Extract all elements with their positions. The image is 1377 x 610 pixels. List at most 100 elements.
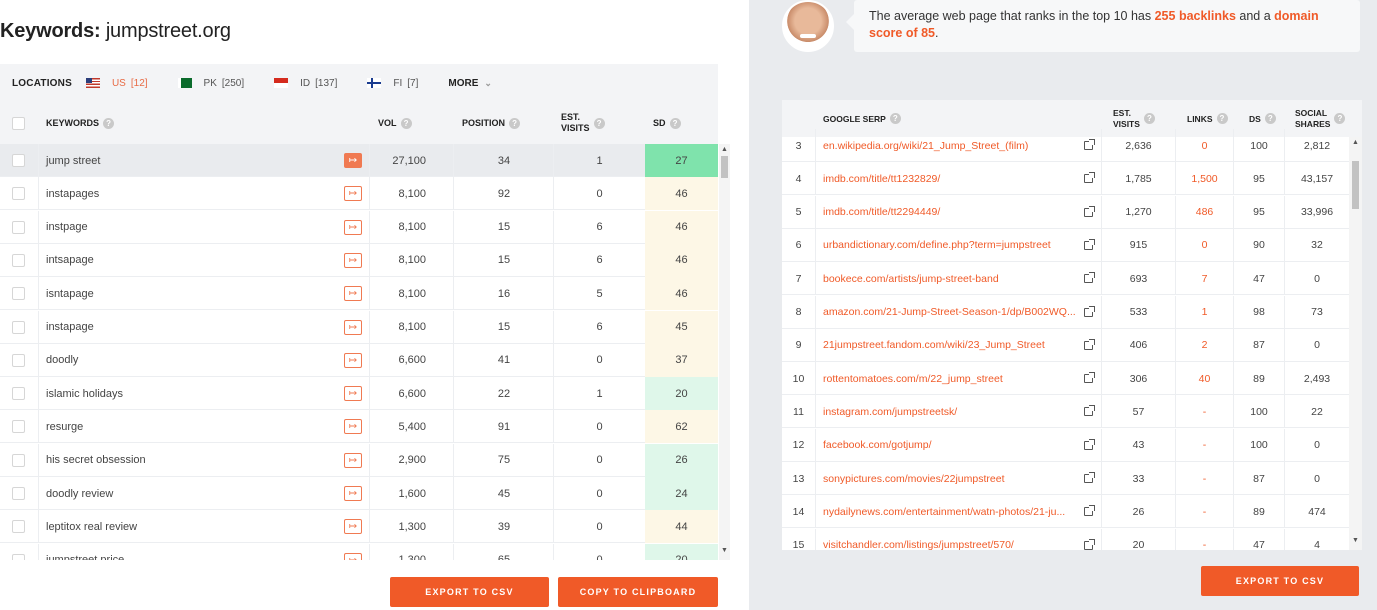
serp-visits-column-header[interactable]: EST. VISITS?: [1113, 100, 1155, 137]
serp-url-link[interactable]: visitchandler.com/listings/jumpstreet/57…: [823, 539, 1014, 550]
open-external-button[interactable]: [1084, 529, 1095, 550]
open-keyword-button[interactable]: ↦: [344, 311, 362, 344]
row-checkbox[interactable]: [12, 211, 25, 244]
scrollbar-thumb[interactable]: [721, 156, 728, 178]
open-external-button[interactable]: [1084, 129, 1095, 162]
links-column-header[interactable]: LINKS?: [1187, 100, 1228, 137]
serp-url-link[interactable]: imdb.com/title/tt1232829/: [823, 172, 941, 185]
row-checkbox[interactable]: [12, 477, 25, 510]
sd-column-header[interactable]: SD?: [653, 102, 681, 144]
row-checkbox[interactable]: [12, 244, 25, 277]
open-external-button[interactable]: [1084, 196, 1095, 229]
open-external-button[interactable]: [1084, 262, 1095, 295]
export-csv-button[interactable]: EXPORT TO CSV: [390, 577, 549, 607]
serp-url-link[interactable]: bookece.com/artists/jump-street-band: [823, 272, 999, 285]
table-row[interactable]: islamic holidays ↦ 6,600 22 1 20: [0, 377, 718, 411]
serp-links-value[interactable]: 7: [1201, 272, 1208, 285]
select-all-checkbox[interactable]: [12, 102, 25, 144]
location-fi[interactable]: FI [7]: [367, 78, 418, 89]
help-icon[interactable]: ?: [889, 113, 901, 124]
help-icon[interactable]: ?: [1264, 113, 1276, 124]
open-keyword-button[interactable]: ↦: [344, 444, 362, 477]
serp-url-link[interactable]: sonypictures.com/movies/22jumpstreet: [823, 472, 1005, 485]
scroll-down-icon[interactable]: ▼: [1352, 537, 1359, 544]
est-visits-column-header[interactable]: EST. VISITS?: [561, 102, 605, 144]
table-row[interactable]: his secret obsession ↦ 2,900 75 0 26: [0, 443, 718, 477]
table-row[interactable]: instapages ↦ 8,100 92 0 46: [0, 177, 718, 211]
location-id[interactable]: ID [137]: [274, 78, 337, 89]
ds-column-header[interactable]: DS?: [1249, 100, 1276, 137]
location-pk[interactable]: PK [250]: [177, 78, 244, 89]
export-csv-button-serp[interactable]: EXPORT TO CSV: [1201, 566, 1359, 596]
serp-url-link[interactable]: amazon.com/21-Jump-Street-Season-1/dp/B0…: [823, 306, 1076, 318]
serp-column-header[interactable]: GOOGLE SERP?: [823, 100, 901, 137]
serp-links-value[interactable]: 486: [1195, 206, 1214, 219]
social-shares-column-header[interactable]: SOCIAL SHARES?: [1295, 100, 1346, 137]
table-row[interactable]: doodly review ↦ 1,600 45 0 24: [0, 477, 718, 510]
table-row[interactable]: isntapage ↦ 8,100 16 5 46: [0, 277, 718, 311]
table-row[interactable]: jumpstreet price ↦ 1,300 65020: [0, 543, 718, 560]
table-row[interactable]: instapage ↦ 8,100 15 6 45: [0, 310, 718, 344]
row-checkbox[interactable]: [12, 177, 25, 210]
table-row[interactable]: doodly ↦ 6,600 41 0 37: [0, 343, 718, 377]
row-checkbox[interactable]: [12, 444, 25, 477]
row-checkbox[interactable]: [12, 544, 25, 560]
table-row[interactable]: instpage ↦ 8,100 15 6 46: [0, 210, 718, 244]
help-icon[interactable]: ?: [1216, 113, 1228, 124]
open-external-button[interactable]: [1084, 495, 1095, 528]
serp-links-value[interactable]: 1: [1201, 306, 1208, 318]
open-keyword-button[interactable]: ↦: [344, 244, 362, 277]
scroll-up-icon[interactable]: ▲: [1352, 139, 1359, 146]
help-icon[interactable]: ?: [1334, 113, 1346, 124]
row-checkbox[interactable]: [12, 277, 25, 310]
open-external-button[interactable]: [1084, 229, 1095, 262]
scrollbar-thumb[interactable]: [1352, 161, 1359, 209]
open-external-button[interactable]: [1084, 329, 1095, 362]
row-checkbox[interactable]: [12, 344, 25, 377]
row-checkbox[interactable]: [12, 144, 25, 177]
open-external-button[interactable]: [1084, 296, 1095, 329]
row-checkbox[interactable]: [12, 510, 25, 543]
serp-links-value[interactable]: 40: [1198, 372, 1211, 385]
open-keyword-button[interactable]: ↦: [344, 344, 362, 377]
serp-url-link[interactable]: imdb.com/title/tt2294449/: [823, 206, 941, 219]
open-keyword-button[interactable]: ↦: [344, 177, 362, 210]
keywords-scrollbar[interactable]: ▲ ▼: [719, 144, 730, 560]
table-row[interactable]: jump street ↦ 27,100 34 1 27: [0, 144, 718, 177]
row-checkbox[interactable]: [12, 311, 25, 344]
help-icon[interactable]: ?: [400, 117, 412, 129]
help-icon[interactable]: ?: [593, 117, 605, 129]
serp-url-link[interactable]: rottentomatoes.com/m/22_jump_street: [823, 372, 1003, 385]
open-external-button[interactable]: [1084, 462, 1095, 495]
location-us[interactable]: US [12]: [85, 78, 148, 89]
open-external-button[interactable]: [1084, 429, 1095, 462]
scroll-up-icon[interactable]: ▲: [721, 146, 728, 153]
keywords-column-header[interactable]: KEYWORDS?: [46, 102, 115, 144]
table-row[interactable]: leptitox real review ↦ 1,300 39 0 44: [0, 510, 718, 544]
open-keyword-button[interactable]: ↦: [344, 410, 362, 443]
open-external-button[interactable]: [1084, 395, 1095, 428]
help-icon[interactable]: ?: [669, 117, 681, 129]
serp-links-value[interactable]: 0: [1201, 239, 1208, 252]
help-icon[interactable]: ?: [509, 117, 521, 129]
row-checkbox[interactable]: [12, 377, 25, 410]
open-keyword-button[interactable]: ↦: [344, 144, 362, 177]
table-row[interactable]: intsapage ↦ 8,100 15 6 46: [0, 243, 718, 277]
help-icon[interactable]: ?: [103, 117, 115, 129]
serp-url-link[interactable]: en.wikipedia.org/wiki/21_Jump_Street_(fi…: [823, 139, 1029, 152]
position-column-header[interactable]: POSITION?: [462, 102, 521, 144]
open-external-button[interactable]: [1084, 162, 1095, 195]
scroll-down-icon[interactable]: ▼: [721, 547, 728, 554]
help-icon[interactable]: ?: [1143, 113, 1155, 124]
serp-url-link[interactable]: instagram.com/jumpstreetsk/: [823, 405, 958, 418]
serp-url-link[interactable]: 21jumpstreet.fandom.com/wiki/23_Jump_Str…: [823, 339, 1045, 352]
open-keyword-button[interactable]: ↦: [344, 211, 362, 244]
row-checkbox[interactable]: [12, 410, 25, 443]
serp-scrollbar[interactable]: ▲ ▼: [1349, 137, 1362, 550]
open-keyword-button[interactable]: ↦: [344, 544, 362, 560]
serp-url-link[interactable]: urbandictionary.com/define.php?term=jump…: [823, 239, 1051, 252]
serp-url-link[interactable]: nydailynews.com/entertainment/watn-photo…: [823, 505, 1066, 518]
open-keyword-button[interactable]: ↦: [344, 477, 362, 510]
serp-links-value[interactable]: 1,500: [1191, 172, 1218, 185]
serp-links-value[interactable]: 2: [1201, 339, 1208, 352]
